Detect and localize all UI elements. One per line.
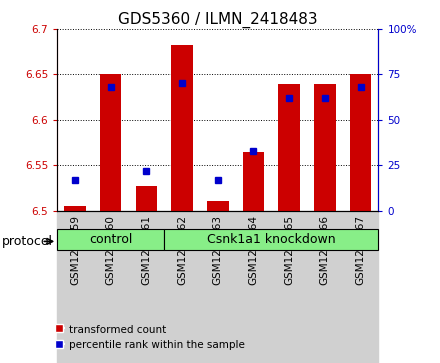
Bar	[343, 211, 378, 363]
Text: control: control	[89, 233, 132, 246]
Bar	[243, 151, 264, 211]
Bar	[136, 186, 157, 211]
Title: GDS5360 / ILMN_2418483: GDS5360 / ILMN_2418483	[118, 12, 318, 28]
Bar	[164, 229, 378, 250]
Bar	[279, 84, 300, 211]
Bar	[200, 211, 236, 363]
Bar	[271, 211, 307, 363]
Bar	[57, 211, 93, 363]
Bar	[236, 211, 271, 363]
Bar	[93, 211, 128, 363]
Bar	[164, 211, 200, 363]
Bar	[207, 200, 228, 211]
Bar	[307, 211, 343, 363]
Bar	[64, 206, 86, 211]
Bar	[314, 84, 336, 211]
Legend: transformed count, percentile rank within the sample: transformed count, percentile rank withi…	[49, 320, 249, 354]
Bar	[350, 73, 371, 211]
Text: protocol: protocol	[2, 235, 53, 248]
Bar	[128, 211, 164, 363]
Bar	[57, 229, 164, 250]
Bar	[100, 73, 121, 211]
Text: Csnk1a1 knockdown: Csnk1a1 knockdown	[207, 233, 336, 246]
Bar	[172, 45, 193, 211]
